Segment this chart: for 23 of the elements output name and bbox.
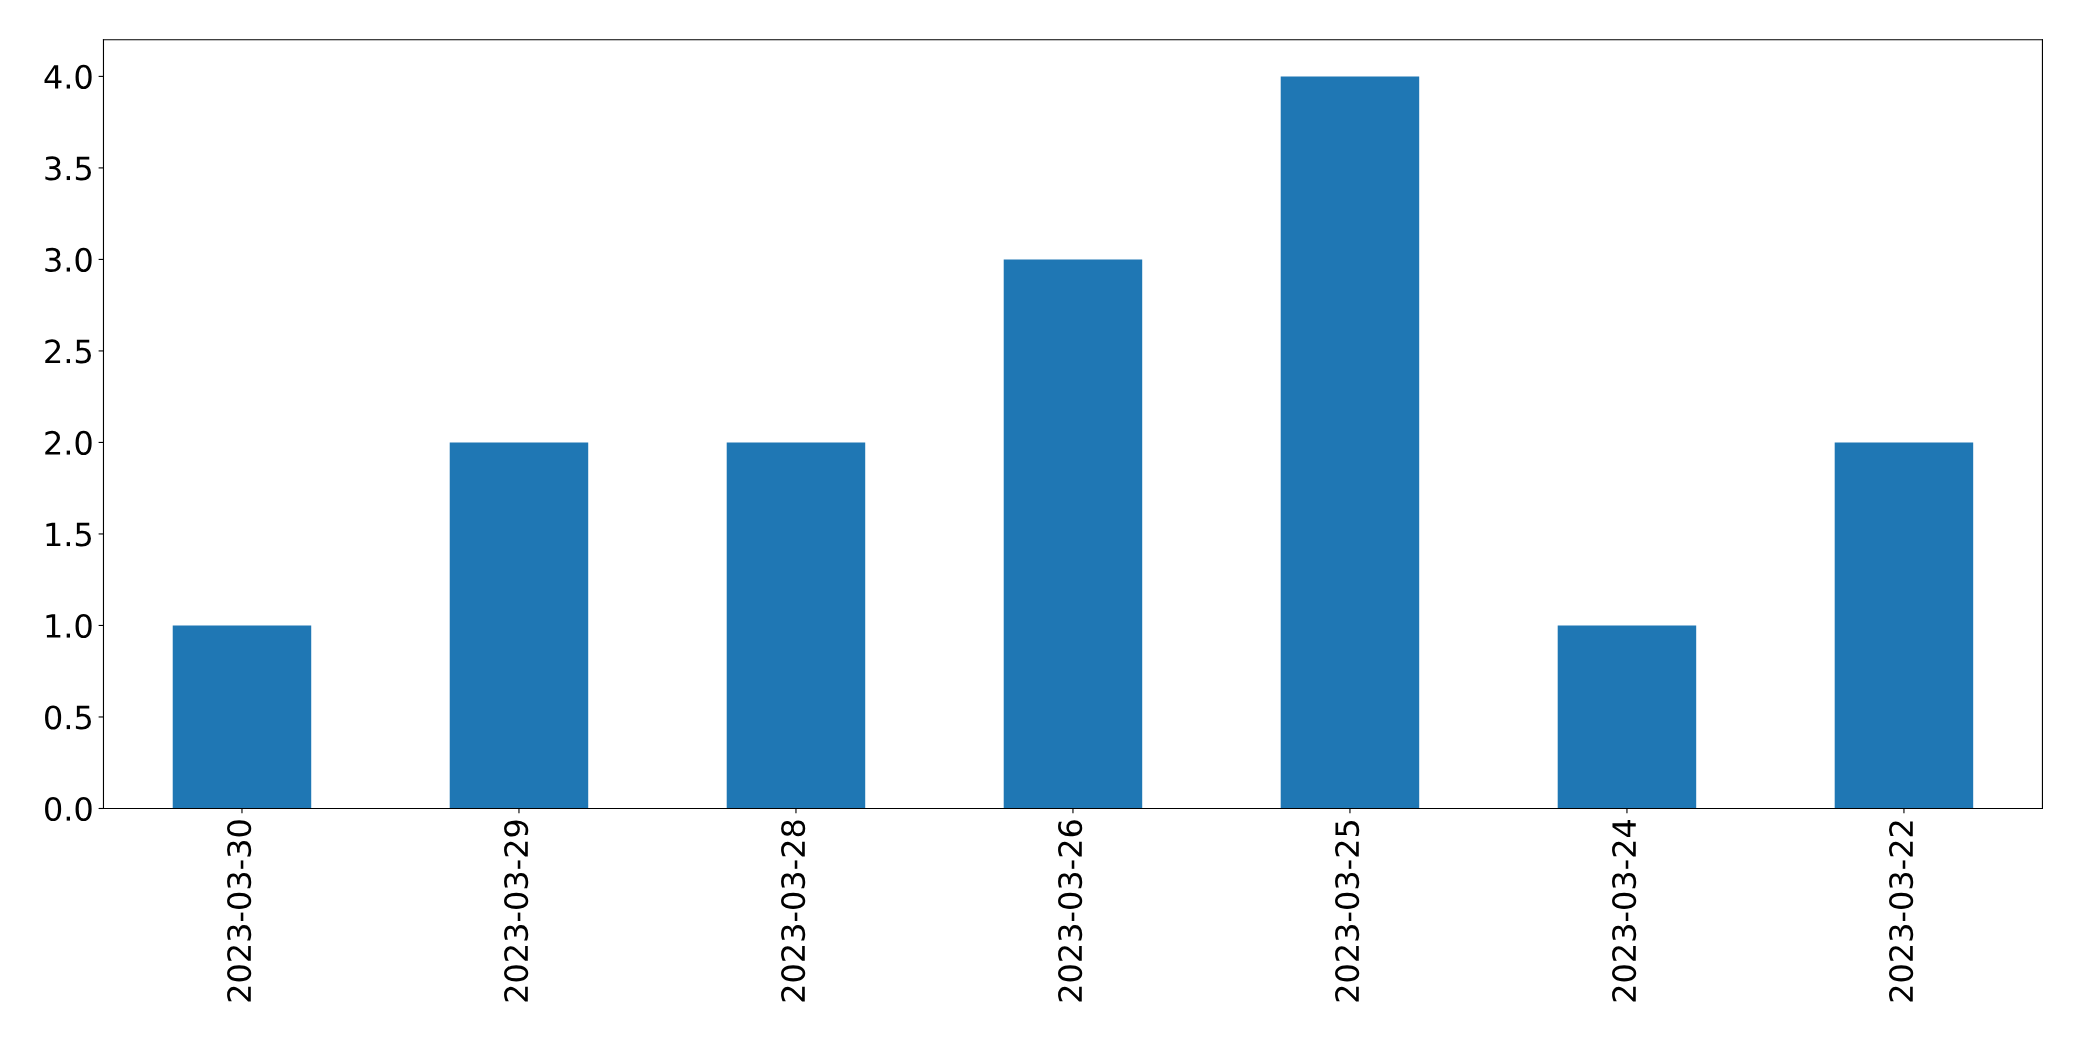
bar	[726, 442, 866, 809]
y-tick-label: 0.0	[45, 796, 92, 822]
y-tick-label: 3.0	[45, 247, 92, 273]
y-tick-label: 4.0	[44, 64, 92, 89]
x-tick-label: 2023-03-29	[504, 820, 529, 1002]
y-tick-label: 2.5	[45, 339, 91, 364]
x-tick-label: 2023-03-30	[227, 820, 252, 1002]
y-tick-label: 1.5	[46, 522, 91, 547]
y-tick-label: 3.5	[45, 156, 91, 181]
x-tick-label: 2023-03-28	[781, 820, 806, 1002]
bar	[449, 442, 589, 809]
bar	[1834, 442, 1974, 809]
bar	[1280, 76, 1420, 809]
bar	[172, 625, 312, 809]
y-tick-label: 2.0	[45, 430, 92, 456]
bar	[1557, 625, 1697, 809]
x-tick-label: 2023-03-22	[1889, 821, 1914, 1002]
x-tick-label: 2023-03-26	[1058, 820, 1083, 1002]
x-tick-label: 2023-03-25	[1335, 820, 1360, 1002]
bar	[1003, 259, 1143, 809]
x-tick-label: 2023-03-24	[1612, 820, 1637, 1002]
y-tick-label: 1.0	[46, 613, 92, 639]
y-tick-label: 0.5	[45, 705, 91, 730]
